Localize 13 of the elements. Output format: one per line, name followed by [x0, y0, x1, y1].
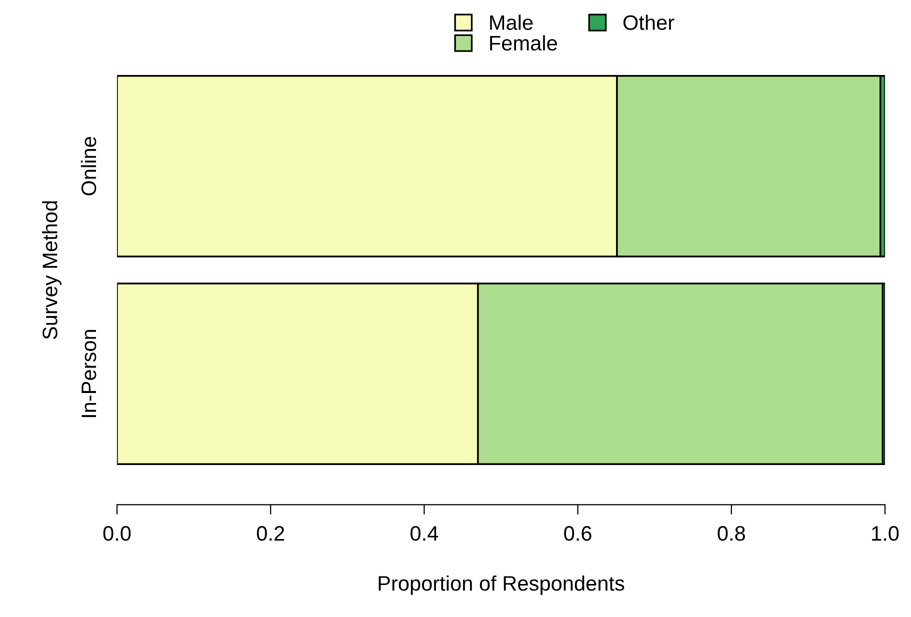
x-tick-label: 0.0 — [103, 526, 131, 541]
y-tick-label: In-Person — [82, 330, 96, 418]
legend-label: Female — [490, 35, 557, 51]
x-axis-title: Proportion of Respondents — [378, 575, 624, 595]
x-tick-label: 0.6 — [564, 526, 592, 541]
x-tick-label: 0.8 — [718, 526, 745, 541]
legend-label: Other — [623, 14, 674, 30]
x-tick-label: 0.2 — [256, 526, 284, 541]
y-tick-label: Online — [80, 137, 96, 196]
x-tick-label: 0.4 — [410, 526, 438, 541]
x-tick-label: 1.0 — [872, 526, 899, 541]
legend-label: Male — [490, 14, 533, 30]
y-axis-title: Survey Method — [42, 201, 62, 340]
